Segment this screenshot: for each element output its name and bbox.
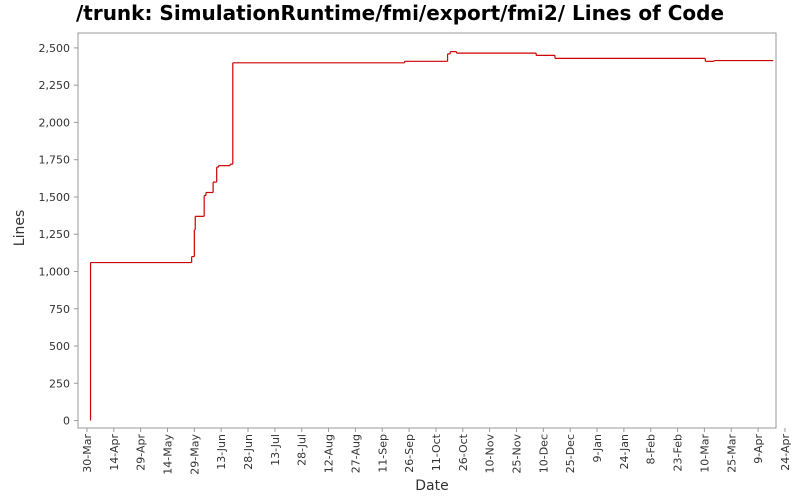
- y-tick-label: 1,250: [39, 228, 71, 241]
- x-tick-label: 24-Apr: [779, 434, 792, 471]
- y-tick-label: 1,000: [39, 265, 71, 278]
- y-tick-label: 2,500: [39, 42, 71, 55]
- x-tick-label: 11-Oct: [430, 433, 443, 471]
- x-tick-label: 12-Aug: [323, 434, 336, 473]
- x-tick-label: 9-Jan: [591, 434, 604, 463]
- x-tick-label: 8-Feb: [645, 434, 658, 464]
- x-tick-label: 14-Apr: [108, 434, 121, 471]
- x-tick-label: 26-Sep: [403, 434, 416, 473]
- x-axis-title: Date: [415, 478, 448, 494]
- x-tick-label: 10-Nov: [484, 434, 497, 474]
- plot-area: [77, 32, 777, 429]
- y-tick-label: 1,500: [39, 191, 71, 204]
- x-tick-label: 29-Apr: [135, 434, 148, 471]
- y-tick-label: 750: [49, 303, 70, 316]
- x-tick-label: 11-Sep: [376, 434, 389, 473]
- x-tick-label: 10-Dec: [537, 434, 550, 473]
- x-tick-label: 23-Feb: [672, 434, 685, 471]
- x-tick-label: 10-Mar: [698, 434, 711, 473]
- y-tick-label: 2,000: [39, 116, 71, 129]
- y-axis-title: Lines: [12, 210, 28, 246]
- chart-title: /trunk: SimulationRuntime/fmi/export/fmi…: [76, 1, 724, 25]
- x-tick-label: 28-Jun: [242, 434, 255, 470]
- x-tick-label: 30-Mar: [81, 434, 94, 473]
- x-tick-label: 25-Dec: [564, 434, 577, 473]
- x-tick-label: 9-Apr: [752, 434, 765, 464]
- x-tick-label: 14-May: [161, 434, 174, 475]
- x-tick-label: 25-Mar: [725, 434, 738, 473]
- y-tick-label: 1,750: [39, 154, 71, 167]
- x-tick-label: 27-Aug: [349, 434, 362, 473]
- y-tick-label: 0: [63, 415, 70, 428]
- x-tick-label: 13-Jul: [269, 434, 282, 466]
- x-tick-label: 28-Jul: [296, 434, 309, 466]
- y-tick-label: 250: [49, 377, 70, 390]
- x-tick-label: 29-May: [188, 434, 201, 475]
- x-tick-label: 26-Oct: [457, 433, 470, 471]
- y-tick-label: 2,250: [39, 79, 71, 92]
- y-tick-label: 500: [49, 340, 70, 353]
- x-tick-label: 25-Nov: [510, 434, 523, 474]
- x-tick-label: 13-Jun: [215, 434, 228, 470]
- x-tick-label: 24-Jan: [618, 434, 631, 470]
